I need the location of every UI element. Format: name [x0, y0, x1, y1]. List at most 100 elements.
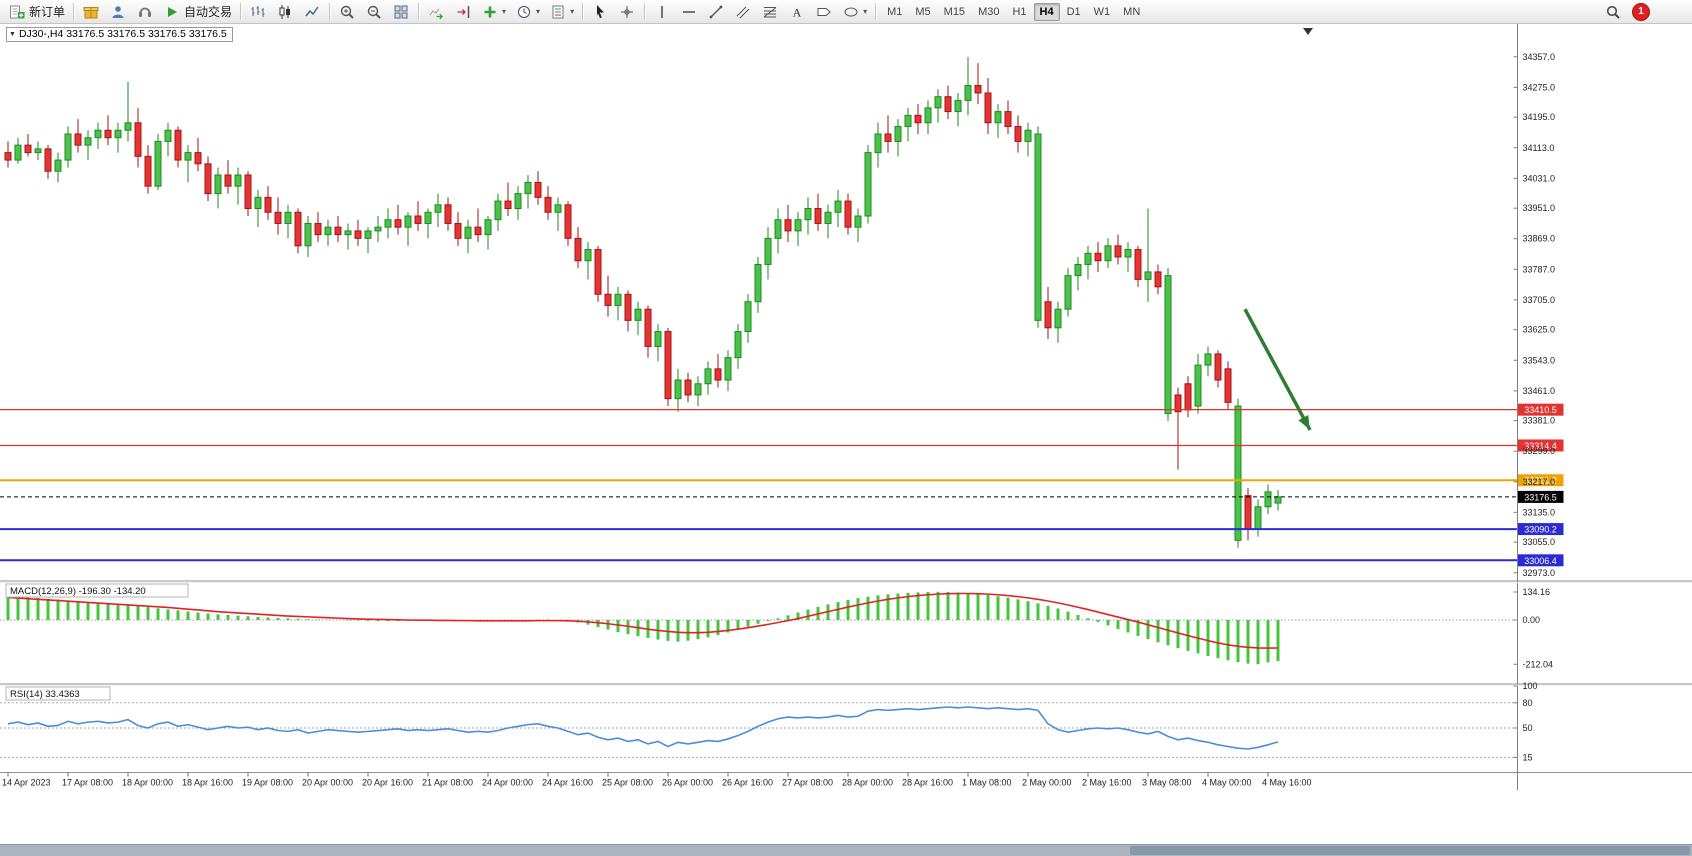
timeframe-w1[interactable]: W1: [1093, 5, 1111, 18]
profile-icon[interactable]: [105, 1, 131, 23]
periods-icon[interactable]: ▾: [511, 1, 544, 23]
shapes-icon[interactable]: ▾: [838, 1, 871, 23]
toolbar-separator: [329, 3, 331, 20]
shapes-icon-glyph: [842, 3, 860, 20]
rsi-label-box: [5, 686, 111, 701]
channel-icon[interactable]: [730, 1, 756, 23]
svg-text:100: 100: [1523, 681, 1538, 691]
svg-text:33221.2: 33221.2: [1524, 476, 1557, 486]
timeframe-mn[interactable]: MN: [1123, 5, 1141, 18]
bar-chart-icon-glyph: [249, 3, 267, 20]
svg-text:2 May 00:00: 2 May 00:00: [1022, 778, 1072, 788]
templates-icon-glyph: [549, 3, 567, 20]
dropdown-arrow-icon[interactable]: ▾: [863, 7, 868, 16]
rsi-line: [7, 706, 1279, 750]
svg-text:20 Apr 00:00: 20 Apr 00:00: [302, 778, 353, 788]
search-icon: [1604, 3, 1622, 20]
auto-trading-button[interactable]: 自动交易: [159, 1, 236, 23]
arrowhead-icon: [1298, 415, 1310, 430]
timeframe-m30[interactable]: M30: [978, 5, 1000, 18]
timeframe-h1[interactable]: H1: [1012, 5, 1027, 18]
svg-text:3 May 08:00: 3 May 08:00: [1142, 778, 1192, 788]
svg-text:34031.0: 34031.0: [1523, 173, 1556, 183]
toolbar-separator: [73, 3, 75, 20]
price-levels[interactable]: 33410.5 33314.4 33221.2 33176.5 33090.2 33006…: [0, 403, 1564, 567]
zoom-out-icon-glyph: [365, 3, 383, 20]
tile-windows-icon-glyph: [392, 3, 410, 20]
indicators-icon[interactable]: ▾: [477, 1, 510, 23]
chart-shift-icon[interactable]: [450, 1, 476, 23]
support-icon[interactable]: [132, 1, 158, 23]
svg-text:34195.0: 34195.0: [1523, 112, 1556, 122]
tile-windows-icon[interactable]: [388, 1, 414, 23]
timeframe-d1[interactable]: D1: [1066, 5, 1081, 18]
channel-icon-glyph: [734, 3, 752, 20]
one-click-trading-toggle[interactable]: ▼: [9, 30, 16, 38]
scrollbar-thumb[interactable]: [1130, 846, 1690, 855]
rsi-panel: 100 80 50 15 RSI(14) 33.4363: [0, 681, 1538, 762]
price-tag: [1517, 474, 1564, 487]
dropdown-arrow-icon[interactable]: ▾: [570, 7, 575, 16]
svg-text:20 Apr 16:00: 20 Apr 16:00: [362, 778, 413, 788]
trendline-icon[interactable]: [703, 1, 729, 23]
cursor-icon[interactable]: [587, 1, 613, 23]
svg-text:1 May 08:00: 1 May 08:00: [962, 778, 1012, 788]
chart-shift-icon-glyph: [454, 3, 472, 20]
fibonacci-icon[interactable]: [757, 1, 783, 23]
search-button[interactable]: [1600, 1, 1626, 23]
templates-icon[interactable]: ▾: [545, 1, 578, 23]
text-icon[interactable]: A: [784, 1, 810, 23]
time-axis[interactable]: 14 Apr 2023 17 Apr 08:00 18 Apr 00:00 18 Ap…: [2, 772, 1312, 788]
timeframe-m15[interactable]: M15: [943, 5, 966, 18]
svg-text:33951.0: 33951.0: [1523, 203, 1556, 213]
bar-chart-icon[interactable]: [245, 1, 271, 23]
price-tag: [1517, 490, 1564, 503]
price-tag: [1517, 439, 1564, 452]
svg-text:33217.0: 33217.0: [1523, 477, 1556, 487]
svg-text:33299.0: 33299.0: [1523, 446, 1556, 456]
crosshair-icon[interactable]: [614, 1, 640, 23]
price-tag: [1517, 523, 1564, 536]
timeframe-h4[interactable]: H4: [1033, 2, 1060, 21]
svg-text:33006.4: 33006.4: [1524, 556, 1557, 566]
timeframe-m5[interactable]: M5: [915, 5, 931, 18]
candlestick-chart-icon[interactable]: [272, 1, 298, 23]
toolbar-separator: [582, 3, 584, 20]
svg-text:33090.2: 33090.2: [1524, 525, 1557, 535]
svg-text:33543.0: 33543.0: [1523, 355, 1556, 365]
svg-text:33135.0: 33135.0: [1523, 507, 1556, 517]
svg-text:27 Apr 08:00: 27 Apr 08:00: [782, 778, 833, 788]
auto-scroll-icon[interactable]: [423, 1, 449, 23]
price-tag: [1517, 554, 1564, 567]
price-tag: [1517, 403, 1564, 416]
svg-text:0.00: 0.00: [1523, 615, 1541, 625]
svg-text:24 Apr 16:00: 24 Apr 16:00: [542, 778, 593, 788]
horizontal-scrollbar[interactable]: [0, 844, 1692, 856]
trend-arrow-annotation[interactable]: [1243, 308, 1312, 431]
zoom-out-icon[interactable]: [361, 1, 387, 23]
notification-badge[interactable]: 1: [1632, 2, 1650, 21]
svg-text:24 Apr 00:00: 24 Apr 00:00: [482, 778, 533, 788]
price-axis[interactable]: 34357.0 34275.0 34195.0 34113.0 34031.0 33951…: [1513, 24, 1556, 790]
horizontal-line-icon[interactable]: [676, 1, 702, 23]
svg-text:26 Apr 16:00: 26 Apr 16:00: [722, 778, 773, 788]
zoom-in-icon[interactable]: [334, 1, 360, 23]
vertical-line-icon[interactable]: [649, 1, 675, 23]
chart-canvas[interactable]: 33410.5 33314.4 33221.2 33176.5 33090.2 33006…: [0, 24, 1692, 856]
svg-text:21 Apr 08:00: 21 Apr 08:00: [422, 778, 473, 788]
svg-text:33055.0: 33055.0: [1523, 537, 1556, 547]
timeframe-m1[interactable]: M1: [887, 5, 903, 18]
svg-text:A: A: [793, 5, 802, 19]
dropdown-arrow-icon[interactable]: ▾: [502, 7, 507, 16]
new-order-button[interactable]: 新订单: [4, 1, 69, 23]
label-icon[interactable]: [811, 1, 837, 23]
chart-shift-marker[interactable]: [1303, 28, 1313, 35]
toolbar-separator: [875, 3, 877, 20]
svg-text:33381.0: 33381.0: [1523, 416, 1556, 426]
svg-text:14 Apr 2023: 14 Apr 2023: [2, 778, 51, 788]
macd-panel: 134.16 0.00 -212.04 MACD(12,26,9) -196.30 -…: [0, 583, 1553, 669]
market-icon[interactable]: [78, 1, 104, 23]
line-chart-icon[interactable]: [299, 1, 325, 23]
dropdown-arrow-icon[interactable]: ▾: [536, 7, 541, 16]
